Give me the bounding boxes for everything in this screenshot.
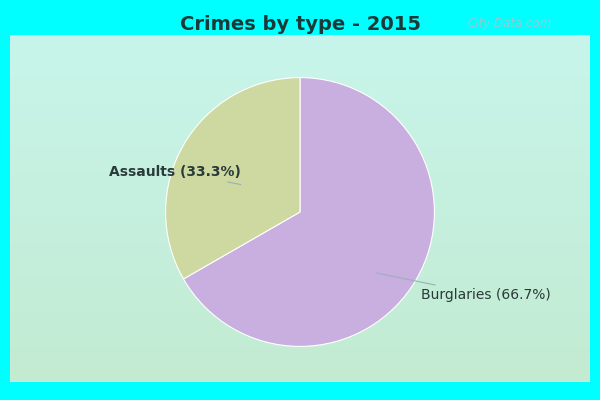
Text: City-Data.com: City-Data.com <box>468 17 552 30</box>
Title: Crimes by type - 2015: Crimes by type - 2015 <box>179 15 421 34</box>
Text: Assaults (33.3%): Assaults (33.3%) <box>109 165 241 184</box>
Wedge shape <box>184 78 434 346</box>
Wedge shape <box>166 78 300 279</box>
Text: Burglaries (66.7%): Burglaries (66.7%) <box>377 273 551 302</box>
